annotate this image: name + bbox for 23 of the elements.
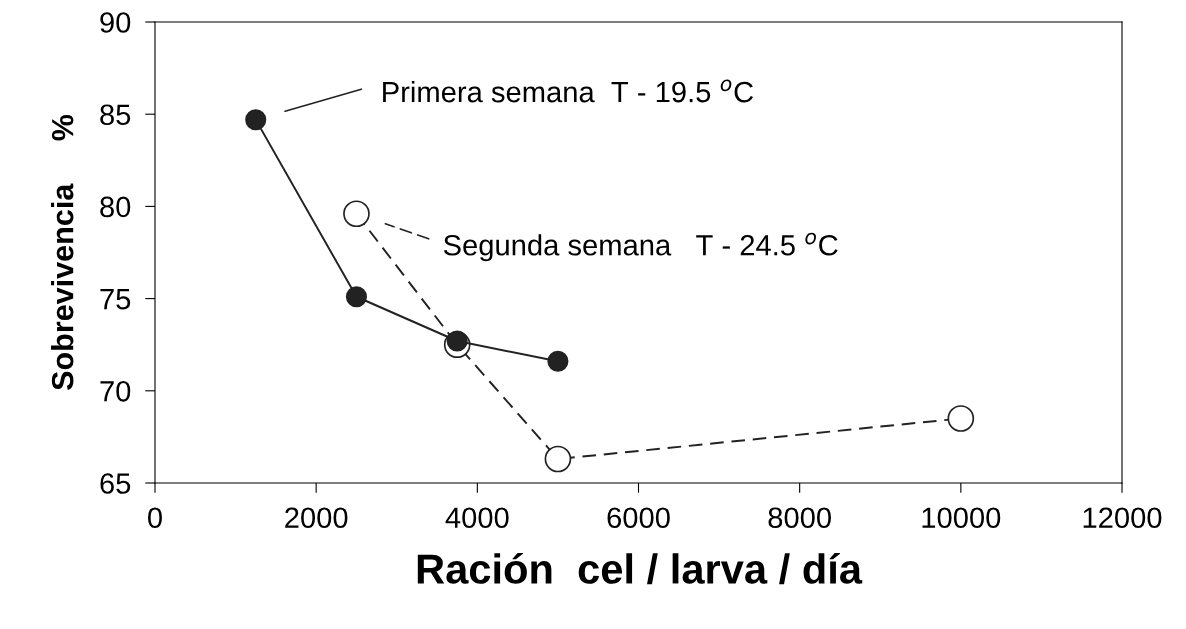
x-tick-label: 4000 bbox=[445, 507, 509, 529]
x-tick-label: 8000 bbox=[768, 507, 831, 529]
point bbox=[345, 286, 368, 308]
point bbox=[947, 405, 975, 432]
x-tick-label: 6000 bbox=[607, 507, 670, 529]
x-tick-label: 0 bbox=[148, 507, 162, 529]
y-tick-label: 70 bbox=[100, 381, 131, 402]
y-axis-title: Sobrevivencia % bbox=[51, 114, 74, 391]
legend-label: Primera semana T - 19.5 $^{o}$C bbox=[383, 79, 754, 103]
x-tick-label: 2000 bbox=[285, 507, 348, 529]
point bbox=[343, 200, 370, 228]
x-tick-label: 10000 bbox=[922, 507, 1001, 529]
y-tick-label: 85 bbox=[100, 104, 131, 126]
y-tick-label: 75 bbox=[100, 289, 131, 310]
y-tick-label: 90 bbox=[100, 12, 131, 33]
x-tick-label: 12000 bbox=[1083, 507, 1162, 529]
legend-label: Segunda semana T - 24.5 $^{o}$C bbox=[443, 232, 838, 262]
y-tick-label: 80 bbox=[100, 196, 131, 218]
point bbox=[245, 109, 267, 131]
point bbox=[544, 445, 572, 473]
y-tick-label: 65 bbox=[100, 473, 131, 494]
point bbox=[547, 350, 569, 372]
x-axis-title: Ración cel / larva / día bbox=[417, 552, 863, 585]
